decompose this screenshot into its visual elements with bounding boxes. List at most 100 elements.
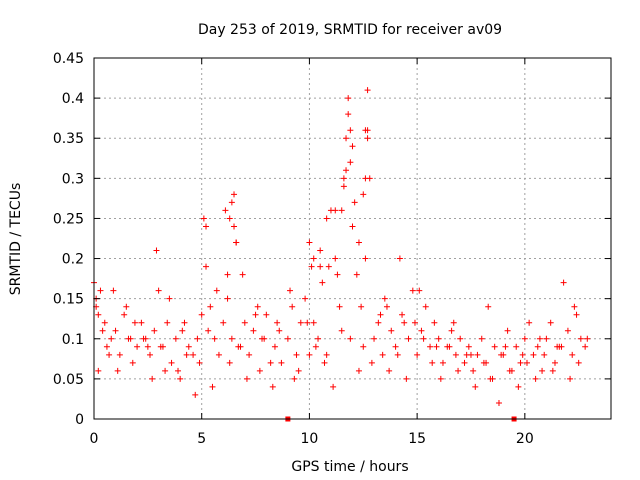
data-point [274, 319, 281, 326]
data-point [351, 199, 358, 206]
data-point [332, 255, 339, 262]
data-point [506, 367, 513, 374]
data-point [209, 383, 216, 390]
data-point [405, 335, 412, 342]
data-point [358, 303, 365, 310]
data-point [577, 335, 584, 342]
data-point [338, 207, 345, 214]
data-point [554, 343, 561, 350]
data-point [226, 359, 233, 366]
data-point [513, 343, 520, 350]
data-point [149, 375, 156, 382]
data-point [549, 367, 556, 374]
x-tick-label: 10 [301, 431, 319, 447]
data-point [252, 311, 259, 318]
data-point [364, 135, 371, 142]
data-point [321, 359, 328, 366]
data-point [355, 367, 362, 374]
data-point [489, 375, 496, 382]
data-point [455, 367, 462, 374]
data-point [140, 335, 147, 342]
y-tick-label: 0.25 [53, 211, 84, 227]
data-point [498, 351, 505, 358]
data-point [99, 327, 106, 334]
data-point [153, 247, 160, 254]
data-point [539, 367, 546, 374]
data-point [302, 295, 309, 302]
data-point [190, 351, 197, 358]
data-point [304, 319, 311, 326]
data-point [536, 335, 543, 342]
data-point [340, 175, 347, 182]
data-point [250, 327, 257, 334]
data-point [295, 367, 302, 374]
data-point [200, 215, 207, 222]
data-point [429, 359, 436, 366]
data-point [534, 343, 541, 350]
data-point [166, 295, 173, 302]
data-point [362, 255, 369, 262]
data-point [526, 319, 533, 326]
x-tick-label: 15 [408, 431, 426, 447]
data-point [194, 335, 201, 342]
x-tick-label: 20 [516, 431, 534, 447]
data-point [203, 223, 210, 230]
data-point [254, 303, 261, 310]
data-point [293, 351, 300, 358]
y-tick-label: 0.15 [53, 292, 84, 308]
data-point [289, 303, 296, 310]
data-point [364, 127, 371, 134]
data-point [485, 303, 492, 310]
data-point [310, 319, 317, 326]
data-point [291, 375, 298, 382]
data-point [211, 335, 218, 342]
data-point [392, 343, 399, 350]
data-point [399, 311, 406, 318]
data-point [575, 359, 582, 366]
data-point [347, 127, 354, 134]
data-point [375, 319, 382, 326]
y-tick-label: 0.1 [62, 332, 84, 348]
data-point [114, 367, 121, 374]
data-point [338, 327, 345, 334]
data-point [362, 175, 369, 182]
data-point [396, 255, 403, 262]
data-point [470, 367, 477, 374]
data-point [278, 359, 285, 366]
data-point [144, 343, 151, 350]
data-point [569, 351, 576, 358]
data-point [349, 143, 356, 150]
y-tick-label: 0.3 [62, 171, 84, 187]
data-point [310, 255, 317, 262]
data-point [205, 327, 212, 334]
x-tick-label: 0 [90, 431, 99, 447]
data-point [332, 207, 339, 214]
data-point [467, 351, 474, 358]
data-point [110, 287, 117, 294]
data-point [564, 327, 571, 334]
data-point [157, 343, 164, 350]
data-point [560, 279, 567, 286]
data-point [263, 311, 270, 318]
data-point [355, 239, 362, 246]
data-point [175, 367, 182, 374]
data-point [519, 351, 526, 358]
data-point [343, 167, 350, 174]
data-point [155, 287, 162, 294]
data-point [349, 223, 356, 230]
data-point [584, 335, 591, 342]
data-point [323, 215, 330, 222]
data-point [435, 335, 442, 342]
data-point [388, 327, 395, 334]
data-point [168, 359, 175, 366]
data-point [504, 327, 511, 334]
data-point [315, 335, 322, 342]
data-point [231, 223, 238, 230]
data-point [330, 383, 337, 390]
data-point [198, 311, 205, 318]
data-point [457, 335, 464, 342]
data-point [246, 351, 253, 358]
data-point [480, 359, 487, 366]
data-point [433, 343, 440, 350]
